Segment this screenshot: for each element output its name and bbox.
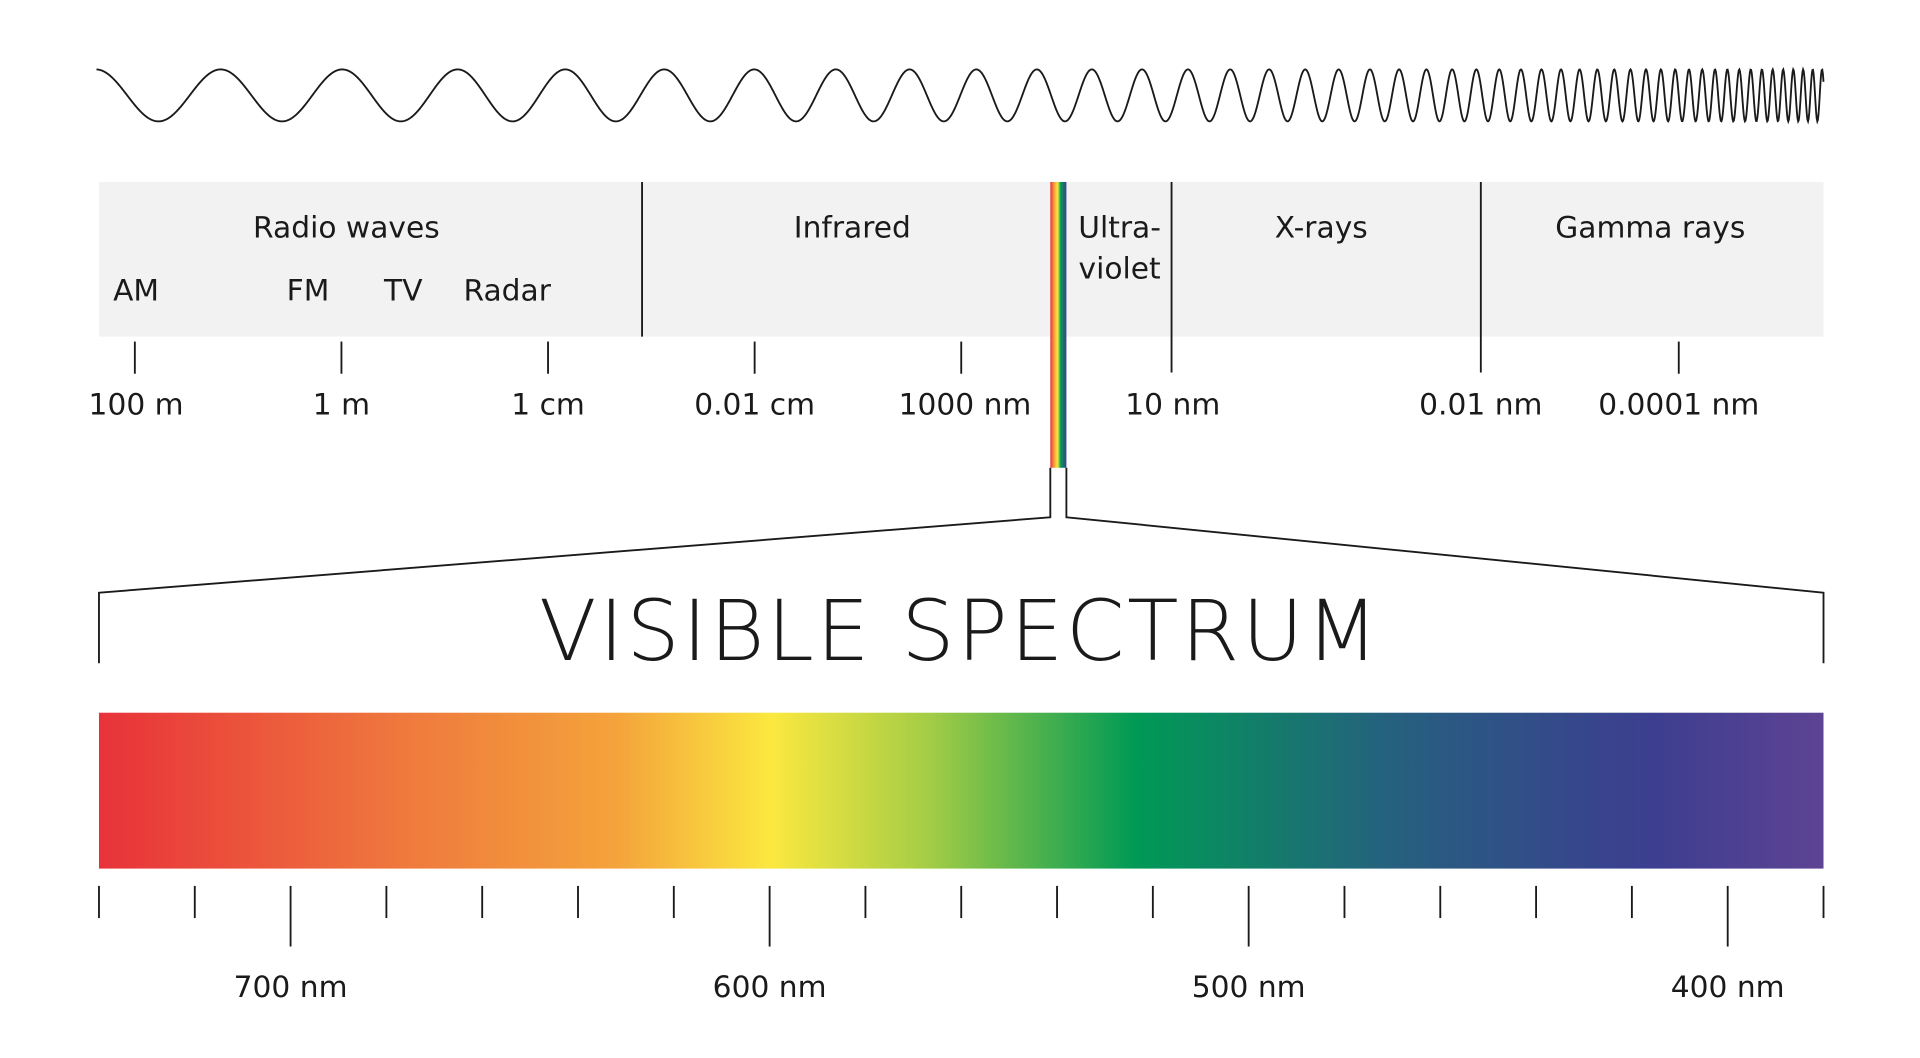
band-label: Ultra-	[1078, 210, 1161, 245]
scale-label: 10 nm	[1125, 387, 1220, 422]
scale-label: 0.01 nm	[1419, 387, 1542, 422]
visible-gradient	[98, 712, 1824, 869]
subband-label: Radar	[464, 274, 552, 309]
subband-label: AM	[113, 274, 159, 309]
subband-label: TV	[383, 274, 423, 309]
band-label: Infrared	[794, 210, 911, 245]
labels: Radio waves Infrared Ultra-violet X-rays Gam…	[89, 210, 1825, 1005]
zoom-line	[1065, 467, 1825, 664]
zoom-line	[98, 467, 1052, 664]
scale-label: 0.0001 nm	[1598, 387, 1759, 422]
visible-label: 700 nm	[234, 970, 348, 1005]
scale-label: 1 cm	[511, 387, 585, 422]
scale-label: 0.01 cm	[694, 387, 815, 422]
visible-label: 600 nm	[713, 970, 827, 1005]
band-label: X-rays	[1275, 210, 1368, 245]
scale-label: 100 m	[89, 387, 184, 422]
band-label: Radio waves	[253, 210, 440, 245]
visible-label: 500 nm	[1192, 970, 1306, 1005]
visible-title: VISIBLE SPECTRUM	[539, 582, 1381, 680]
band-label: violet	[1079, 251, 1161, 286]
wave	[96, 66, 1825, 125]
subband-label: FM	[287, 274, 330, 309]
visible-strip	[1050, 181, 1067, 468]
band-background	[98, 181, 1824, 337]
visible-label: 400 nm	[1671, 970, 1785, 1005]
band-label: Gamma rays	[1555, 210, 1745, 245]
scale-label: 1000 nm	[899, 387, 1032, 422]
scale-label: 1 m	[313, 387, 370, 422]
